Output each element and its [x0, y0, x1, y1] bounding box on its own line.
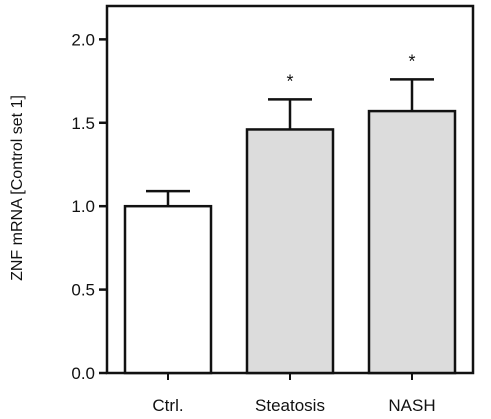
- bars: [123, 78, 457, 375]
- y-tick-label: 2.0: [71, 30, 95, 49]
- x-tick-label-nash: NASH: [388, 396, 435, 415]
- y-tick-label: 0.0: [71, 364, 95, 383]
- labels: 0.0 0.5 1.0 1.5 2.0 Ctrl. * Steatosis * NASH: [71, 30, 435, 415]
- y-axis-label: ZNF mRNA [Control set 1]: [9, 95, 26, 281]
- bar-ctrl: [123, 204, 213, 375]
- significance-marker-nash: *: [408, 51, 415, 71]
- y-tick-label: 1.5: [71, 114, 95, 133]
- y-tick-label: 0.5: [71, 281, 95, 300]
- bar-steatosis: [245, 128, 335, 375]
- bar-nash: [367, 109, 457, 375]
- x-tick-label-steatosis: Steatosis: [255, 396, 325, 415]
- significance-marker-steatosis: *: [286, 71, 293, 91]
- y-tick-label: 1.0: [71, 197, 95, 216]
- x-tick-label-ctrl: Ctrl.: [152, 396, 183, 415]
